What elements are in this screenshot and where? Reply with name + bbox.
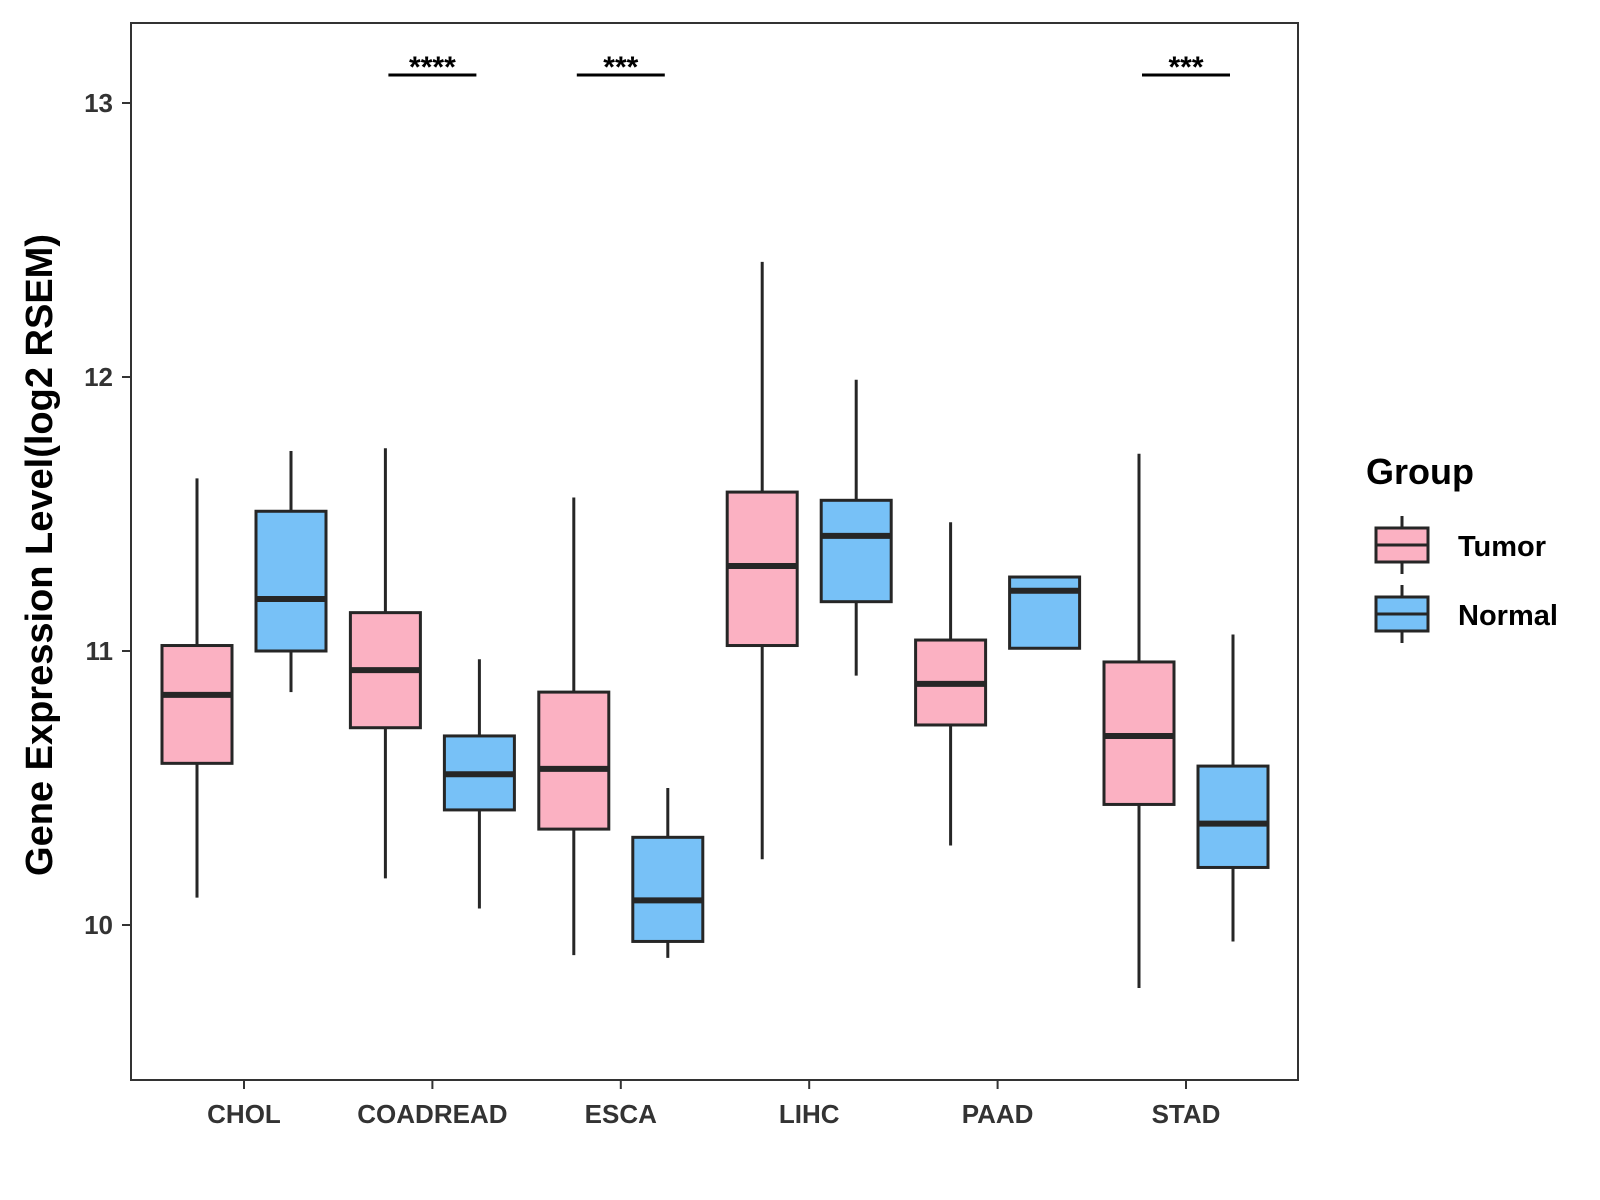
legend: Group Tumor Normal: [1366, 451, 1558, 643]
box-iqr: [537, 690, 611, 831]
box-normal-stad: [1196, 634, 1270, 942]
box-iqr: [254, 509, 328, 653]
box-iqr: [1008, 575, 1082, 650]
x-tick-label: CHOL: [207, 1099, 281, 1129]
legend-label: Tumor: [1458, 531, 1546, 563]
significance-annotations: **** *** ***: [388, 51, 1230, 84]
box-normal-chol: [254, 450, 328, 693]
box-iqr: [160, 644, 234, 765]
y-tick-label: 10: [84, 910, 113, 940]
box-series-group: [160, 261, 1270, 989]
significance-label: ***: [1168, 51, 1203, 84]
significance-label: ***: [603, 51, 638, 84]
box-tumor-stad: [1102, 453, 1176, 989]
y-tick-label: 12: [84, 362, 113, 392]
x-tick-label: PAAD: [962, 1099, 1034, 1129]
box-iqr: [631, 835, 705, 943]
box-tumor-lihc: [725, 261, 799, 860]
box-normal-esca: [631, 788, 705, 958]
x-tick-label: COADREAD: [357, 1099, 507, 1129]
box-normal-paad: [1008, 575, 1082, 650]
x-axis: CHOL COADREAD ESCA LIHC PAAD STAD: [207, 1080, 1220, 1129]
y-tick-label: 11: [86, 636, 114, 666]
x-tick-label: LIHC: [779, 1099, 840, 1129]
box-tumor-chol: [160, 478, 234, 898]
x-tick-label: ESCA: [585, 1099, 657, 1129]
box-tumor-esca: [537, 497, 611, 956]
box-tumor-paad: [914, 522, 988, 846]
y-axis: 10 11 12 13: [84, 88, 131, 940]
legend-title: Group: [1366, 451, 1474, 492]
y-axis-title: Gene Expression Level(log2 RSEM): [19, 234, 61, 876]
x-tick-label: STAD: [1152, 1099, 1221, 1129]
legend-label: Normal: [1458, 600, 1558, 632]
box-iqr: [819, 498, 893, 604]
box-normal-coadread: [442, 659, 516, 909]
box-tumor-coadread: [348, 448, 422, 879]
y-tick-label: 13: [84, 88, 113, 118]
box-iqr: [1196, 764, 1270, 869]
significance-label: ****: [409, 51, 456, 84]
box-normal-lihc: [819, 379, 893, 676]
